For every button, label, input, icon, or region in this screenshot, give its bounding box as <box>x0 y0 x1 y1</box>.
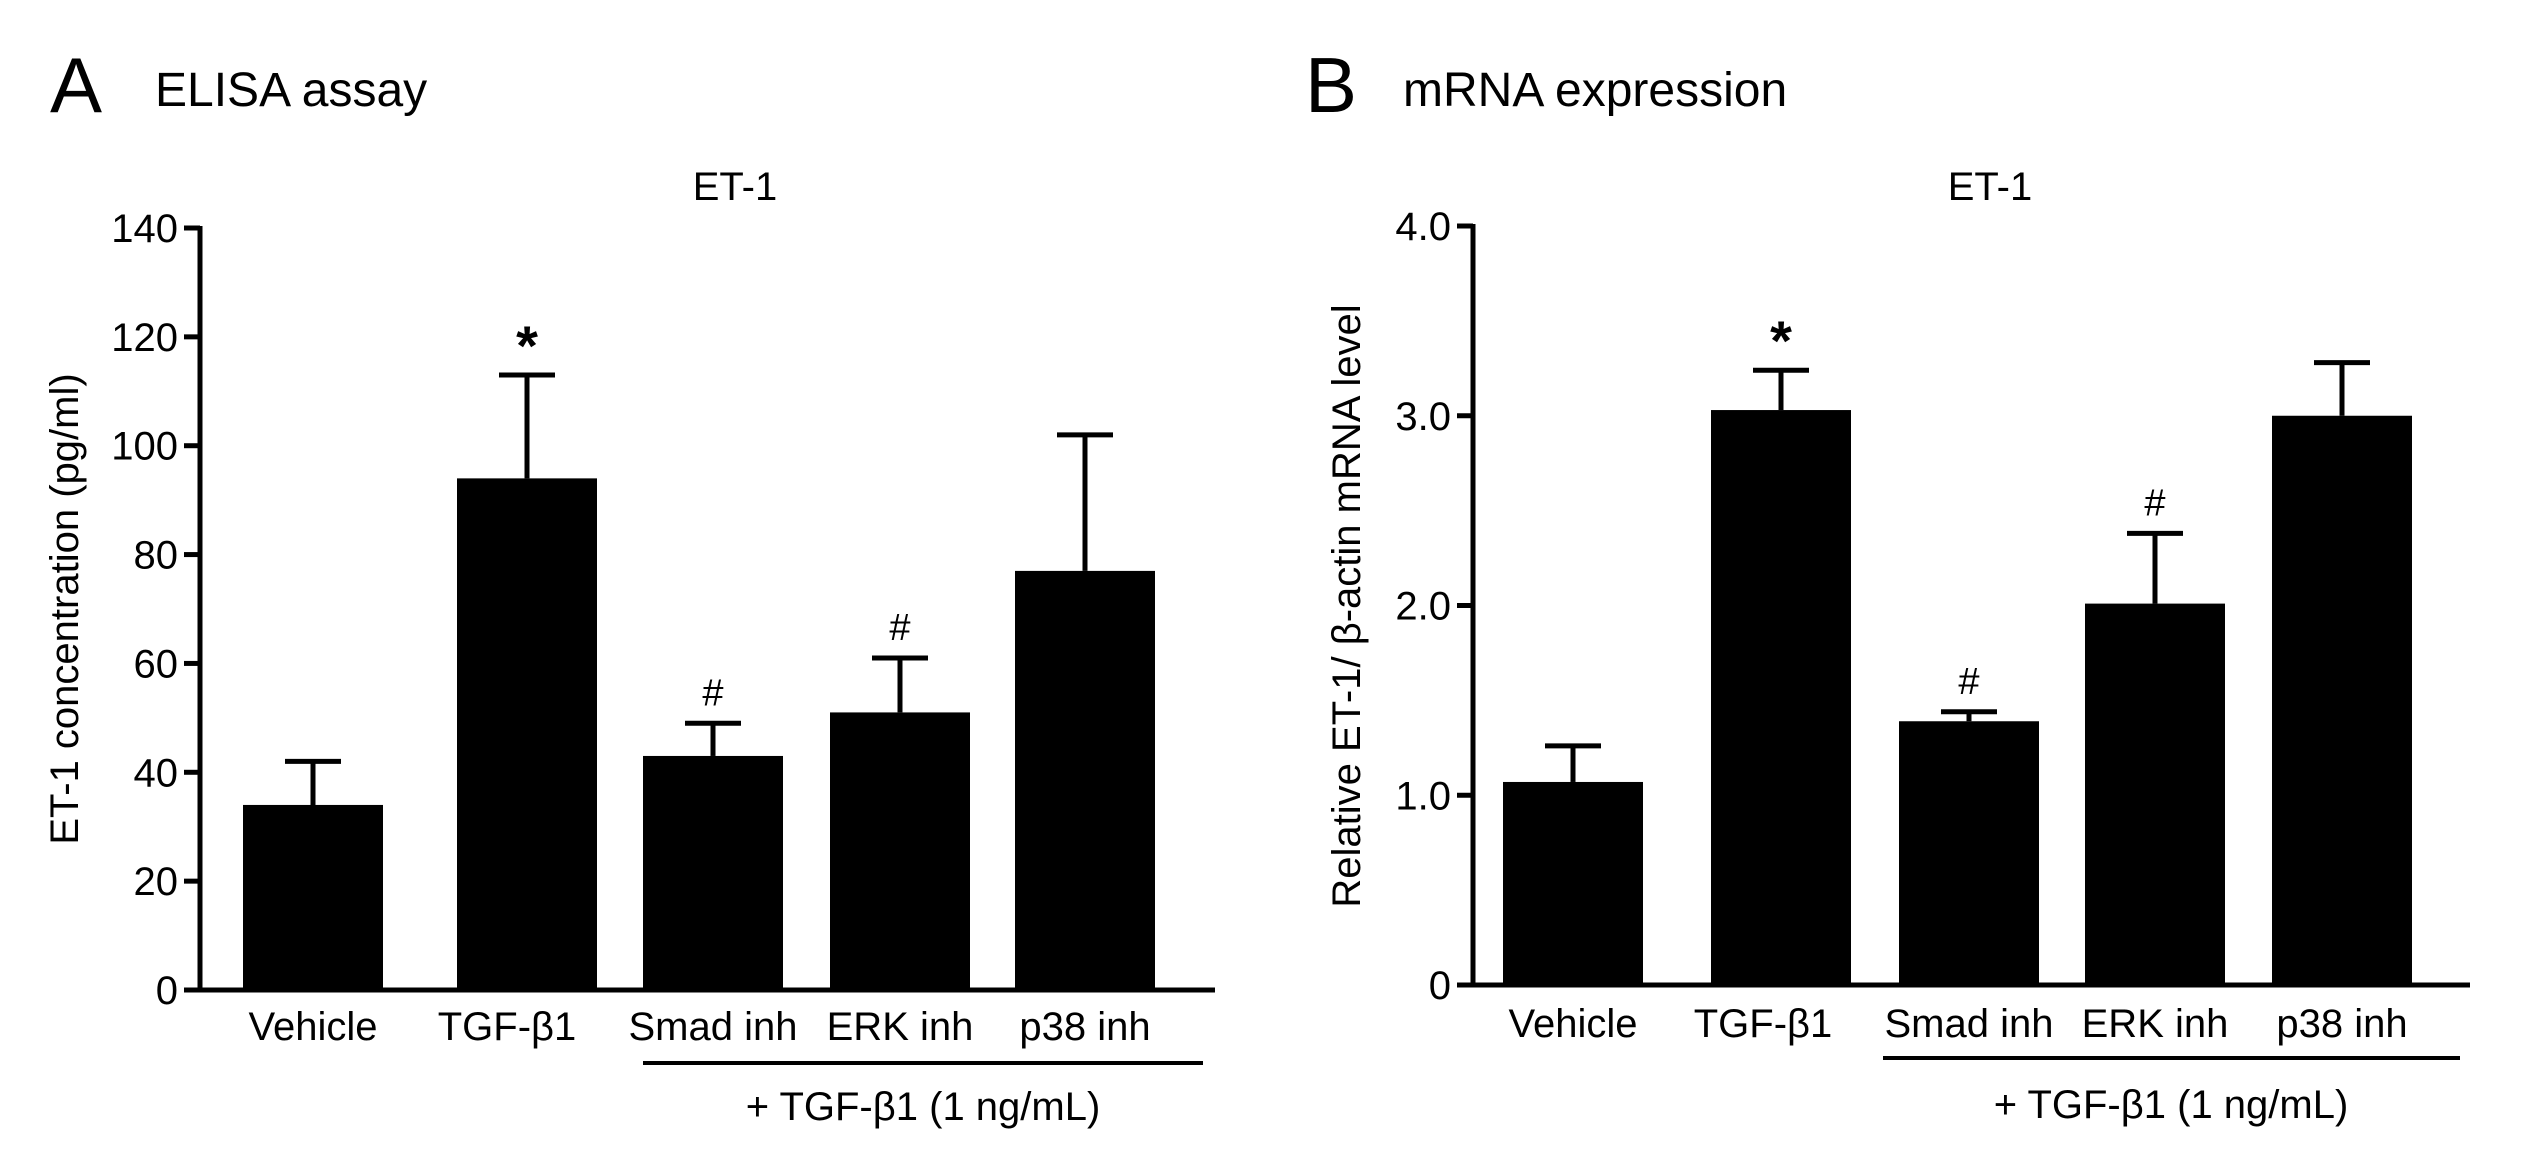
significance-marker-1: * <box>1770 309 1792 372</box>
y-axis-label: ET-1 concentration (pg/ml) <box>43 373 87 844</box>
category-label-0: Vehicle <box>1509 1002 1638 1046</box>
chart-b: ET-1 Relative ET-1/ β-actin mRNA level * # #… <box>1325 165 2470 1127</box>
y-axis-label: Relative ET-1/ β-actin mRNA level <box>1325 304 1369 907</box>
panel-b: B mRNA expression ET-1 Relative ET-1/ β-a… <box>1305 41 2470 1127</box>
category-label-2: Smad inh <box>629 1005 798 1049</box>
bar-1 <box>1711 410 1851 985</box>
significance-marker-1: * <box>516 314 538 377</box>
bar-0 <box>1503 781 1643 985</box>
significance-marker-2: # <box>1958 661 1979 703</box>
bar-2 <box>643 755 783 990</box>
bar-4 <box>1015 570 1155 990</box>
y-tick-label-3: 3.0 <box>1395 395 1451 439</box>
significance-marker-3: # <box>889 607 910 649</box>
bar-3 <box>830 712 970 990</box>
panel-a-heading: ELISA assay <box>155 64 427 117</box>
y-tick-label-5: 100 <box>111 425 178 469</box>
category-label-2: Smad inh <box>1885 1002 2054 1046</box>
y-tick-label-2: 40 <box>134 751 179 795</box>
bar-1 <box>457 478 597 990</box>
y-tick-label-4: 80 <box>134 534 179 578</box>
panel-a-letter: A <box>50 41 102 129</box>
y-tick-label-1: 20 <box>134 860 179 904</box>
y-tick-label-0: 0 <box>156 969 178 1013</box>
bar-0 <box>243 804 383 990</box>
significance-marker-2: # <box>702 672 723 714</box>
panel-a: A ELISA assay ET-1 ET-1 concentration (pg… <box>43 41 1215 1129</box>
category-label-0: Vehicle <box>249 1005 378 1049</box>
y-tick-label-0: 0 <box>1429 964 1451 1008</box>
significance-marker-3: # <box>2144 482 2165 524</box>
y-tick-label-6: 120 <box>111 316 178 360</box>
y-tick-label-3: 60 <box>134 642 179 686</box>
y-tick-label-4: 4.0 <box>1395 205 1451 249</box>
group-label: + TGF-β1 (1 ng/mL) <box>746 1085 1101 1129</box>
category-label-4: p38 inh <box>2276 1002 2407 1046</box>
y-tick-label-2: 2.0 <box>1395 585 1451 629</box>
category-label-3: ERK inh <box>827 1005 974 1049</box>
y-tick-label-7: 140 <box>111 207 178 251</box>
panel-b-letter: B <box>1305 41 1357 129</box>
chart-a: ET-1 ET-1 concentration (pg/ml) * # #0 20 40 60… <box>43 165 1215 1129</box>
category-label-3: ERK inh <box>2082 1002 2229 1046</box>
bar-4 <box>2272 415 2412 985</box>
category-label-4: p38 inh <box>1019 1005 1150 1049</box>
chart-title: ET-1 <box>693 165 777 209</box>
y-tick-label-1: 1.0 <box>1395 774 1451 818</box>
category-label-1: TGF-β1 <box>1694 1002 1833 1046</box>
category-label-1: TGF-β1 <box>438 1005 577 1049</box>
bar-2 <box>1899 721 2039 985</box>
chart-title: ET-1 <box>1948 165 2032 209</box>
group-label: + TGF-β1 (1 ng/mL) <box>1994 1083 2349 1127</box>
bar-3 <box>2085 603 2225 985</box>
panel-b-heading: mRNA expression <box>1403 64 1787 117</box>
